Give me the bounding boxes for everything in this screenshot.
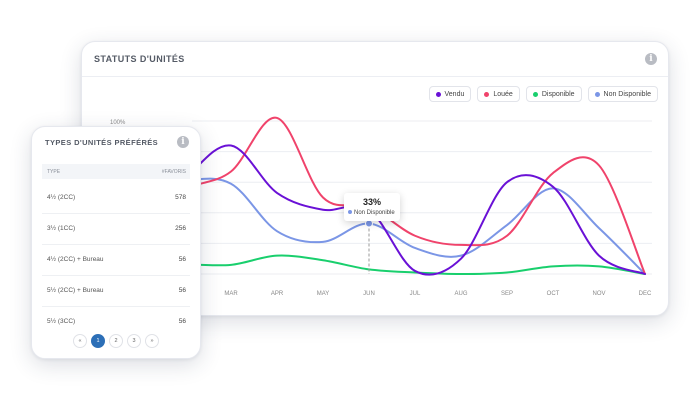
column-header-type: TYPE [47,169,61,175]
table-row[interactable]: 3½ (1CC) 256 [42,214,190,245]
x-tick-label: JUN [363,291,375,297]
x-tick-label: OCT [547,291,560,297]
preferred-types-title: TYPES D'UNITÉS PRÉFÉRÉS [45,138,159,147]
hover-point [365,219,373,228]
x-tick-label: SEP [501,291,513,297]
pagination-page-1[interactable]: 1 [91,334,105,348]
series-line-non-disponible [138,177,646,275]
row-favoris: 56 [178,287,186,294]
series-line-vendu [138,144,646,276]
row-favoris: 56 [178,256,186,263]
table-row[interactable]: 5½ (3CC) 56 [42,307,190,337]
x-tick-label: JUL [410,291,421,297]
legend-dot-disponible [532,91,538,97]
table-header: TYPE #FAVORIS [42,164,190,179]
info-icon[interactable]: i [645,53,657,65]
row-type: 4½ (2CC) + Bureau [47,256,104,263]
pagination: « 1 2 3 » [32,334,200,348]
row-favoris: 578 [175,194,186,201]
row-type: 4½ (2CC) [47,194,76,201]
pagination-page-2[interactable]: 2 [109,334,123,348]
legend-dot-vendu [435,91,441,97]
column-header-favoris: #FAVORIS [161,169,186,175]
unit-status-header: STATUTS D'UNITÉS i [82,42,668,77]
row-type: 5½ (2CC) + Bureau [47,287,104,294]
pagination-page-3[interactable]: 3 [127,334,141,348]
pagination-prev-button[interactable]: « [73,334,87,348]
series-line-louee [138,116,646,275]
table-row[interactable]: 4½ (2CC) + Bureau 56 [42,245,190,276]
row-type: 3½ (1CC) [47,225,76,232]
x-tick-label: APR [271,291,284,297]
x-tick-label: DEC [639,291,652,297]
legend-item-disponible[interactable]: Disponible [525,86,582,102]
x-tick-label: NOV [592,291,605,297]
legend-label-non-disponible: Non Disponible [603,90,651,98]
legend-label-vendu: Vendu [444,90,465,98]
row-favoris: 56 [178,318,186,325]
table-row[interactable]: 5½ (2CC) + Bureau 56 [42,276,190,307]
legend-label-louee: Louée [493,90,513,98]
row-type: 5½ (3CC) [47,318,76,325]
legend-dot-non-disponible [594,91,600,97]
x-tick-label: AUG [454,291,467,297]
preferred-unit-types-card: TYPES D'UNITÉS PRÉFÉRÉS i TYPE #FAVORIS … [31,126,201,359]
x-tick-label: MAR [224,291,238,297]
table-row[interactable]: 4½ (2CC) 578 [42,183,190,214]
chart-tooltip: 33% Non Disponible [344,193,400,221]
legend-item-non-disponible[interactable]: Non Disponible [587,86,658,102]
tooltip-series-label: Non Disponible [354,210,395,216]
chart-legend: Vendu Louée Disponible Non Disponible [428,86,658,102]
tooltip-value: 33% [362,197,381,207]
legend-item-louee[interactable]: Louée [477,86,520,102]
tooltip-dot [348,210,352,215]
unit-status-title: STATUTS D'UNITÉS [94,54,185,64]
preferred-types-header: TYPES D'UNITÉS PRÉFÉRÉS i [32,127,200,158]
legend-label-disponible: Disponible [541,90,575,98]
row-favoris: 256 [175,225,186,232]
y-tick-label: 100% [110,120,126,126]
x-tick-label: MAY [317,291,330,297]
info-icon[interactable]: i [177,136,189,148]
legend-item-vendu[interactable]: Vendu [428,86,472,102]
tooltip-series: Non Disponible [348,210,400,216]
legend-dot-louee [484,91,490,97]
series-line-disponible [138,254,646,276]
pagination-next-button[interactable]: » [145,334,159,348]
